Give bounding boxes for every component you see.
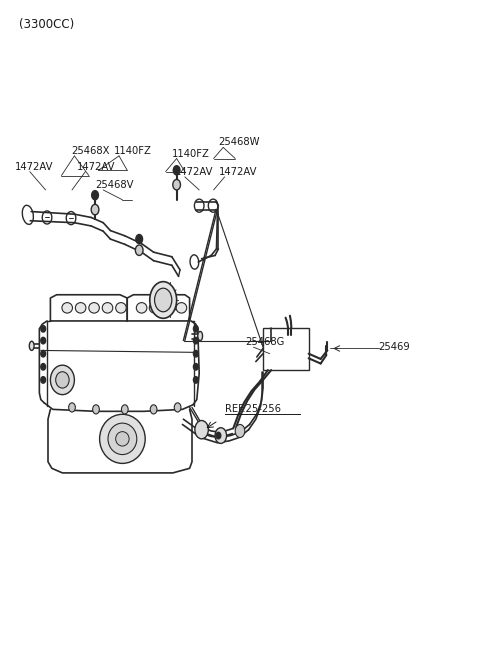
Text: 1472AV: 1472AV [77,162,115,172]
Circle shape [41,326,46,332]
Circle shape [93,405,99,414]
Circle shape [174,403,181,412]
Ellipse shape [176,303,187,313]
Circle shape [215,428,227,443]
Ellipse shape [102,303,113,313]
Ellipse shape [89,303,99,313]
Ellipse shape [198,331,203,341]
Text: 25468W: 25468W [218,138,260,147]
Text: 1140FZ: 1140FZ [114,146,152,156]
Circle shape [195,421,208,439]
Text: 25468X: 25468X [71,146,109,156]
Text: 1472AV: 1472AV [175,167,214,177]
Text: 25468G: 25468G [245,337,284,347]
Circle shape [193,337,198,344]
Ellipse shape [136,303,147,313]
Ellipse shape [100,415,145,464]
Ellipse shape [108,423,137,455]
Ellipse shape [149,303,160,313]
Circle shape [216,432,221,439]
Text: REF.25-256: REF.25-256 [225,404,281,414]
Circle shape [193,350,198,357]
Circle shape [41,377,46,383]
Text: 1472AV: 1472AV [14,162,53,172]
Circle shape [193,326,198,332]
Circle shape [135,245,143,255]
Text: 1472AV: 1472AV [218,167,257,177]
Ellipse shape [29,341,34,350]
Text: 25468V: 25468V [95,180,133,190]
Circle shape [41,364,46,370]
Circle shape [235,424,245,438]
Text: 1140FZ: 1140FZ [172,149,210,159]
Ellipse shape [75,303,86,313]
Circle shape [155,288,172,312]
Circle shape [121,405,128,414]
Ellipse shape [163,303,173,313]
Circle shape [150,282,177,318]
Ellipse shape [116,303,126,313]
Ellipse shape [50,365,74,394]
Circle shape [150,405,157,414]
Circle shape [91,204,99,215]
Circle shape [173,179,180,190]
Text: 25469: 25469 [378,343,410,352]
Bar [263,328,309,370]
Circle shape [41,350,46,357]
Ellipse shape [62,303,72,313]
Circle shape [193,364,198,370]
Ellipse shape [56,372,69,388]
Text: (3300CC): (3300CC) [19,18,74,31]
Circle shape [173,166,180,175]
Circle shape [41,337,46,344]
Circle shape [92,191,98,200]
Circle shape [193,377,198,383]
Circle shape [136,234,143,244]
Ellipse shape [116,432,129,446]
Circle shape [69,403,75,412]
